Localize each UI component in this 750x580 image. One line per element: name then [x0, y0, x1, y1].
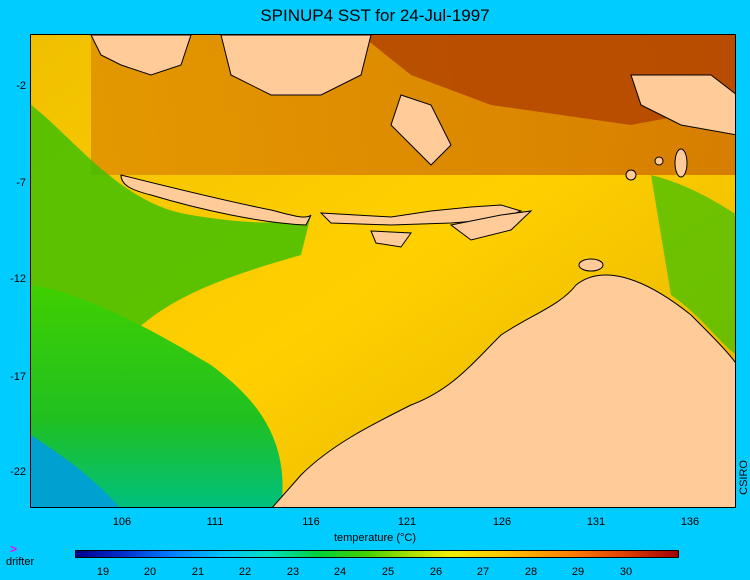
colorbar-tick: 20: [143, 566, 157, 578]
ocean-east-cool: [651, 175, 735, 354]
colorbar-label: temperature (°C): [333, 532, 417, 544]
ocean-cool: [31, 285, 283, 507]
island: [674, 148, 688, 178]
colorbar-tick: 25: [381, 566, 395, 578]
island: [654, 156, 664, 166]
colorbar-tick: 22: [238, 566, 252, 578]
lon-tick-label: 111: [206, 516, 224, 528]
colorbar-tick: 27: [476, 566, 490, 578]
island: [578, 258, 604, 272]
lat-tick-label: -2: [16, 80, 26, 92]
lat-tick-label: -12: [10, 273, 26, 285]
sumba-island: [370, 230, 412, 248]
lon-tick-label: 136: [680, 516, 700, 528]
colorbar-tick: 30: [619, 566, 633, 578]
lon-tick-label: 131: [586, 516, 606, 528]
borneo-land: [220, 35, 372, 96]
colorbar-tick: 23: [286, 566, 300, 578]
colorbar-tick: 24: [333, 566, 347, 578]
ocean-cold: [31, 435, 120, 507]
colorbar-tick: 29: [571, 566, 585, 578]
map-title: SPINUP4 SST for 24-Jul-1997: [260, 6, 490, 25]
drifter-symbol: >: [10, 542, 18, 556]
lon-tick-label: 116: [302, 516, 320, 528]
australia-land: [272, 274, 735, 507]
sst-map: [30, 34, 736, 508]
sumatra-land: [90, 35, 192, 76]
credit-label: CSIRO: [738, 460, 750, 495]
lat-tick-label: -7: [16, 177, 26, 189]
lon-tick-label: 121: [397, 516, 417, 528]
lon-tick-label: 106: [112, 516, 132, 528]
lon-tick-label: 126: [492, 516, 512, 528]
island: [625, 169, 637, 181]
lat-tick-label: -17: [10, 371, 26, 383]
new-guinea-land: [630, 74, 735, 136]
drifter-label: drifter: [6, 556, 35, 568]
colorbar-tick: 28: [524, 566, 538, 578]
colorbar-tick: 21: [191, 566, 205, 578]
colorbar-tick: 26: [429, 566, 443, 578]
sunda-islands: [319, 204, 523, 226]
colorbar: [75, 550, 679, 558]
sulawesi-land: [390, 94, 452, 166]
java-land: [120, 174, 312, 226]
lat-tick-label: -22: [10, 466, 26, 478]
colorbar-tick: 19: [96, 566, 110, 578]
timor-island: [449, 210, 533, 241]
